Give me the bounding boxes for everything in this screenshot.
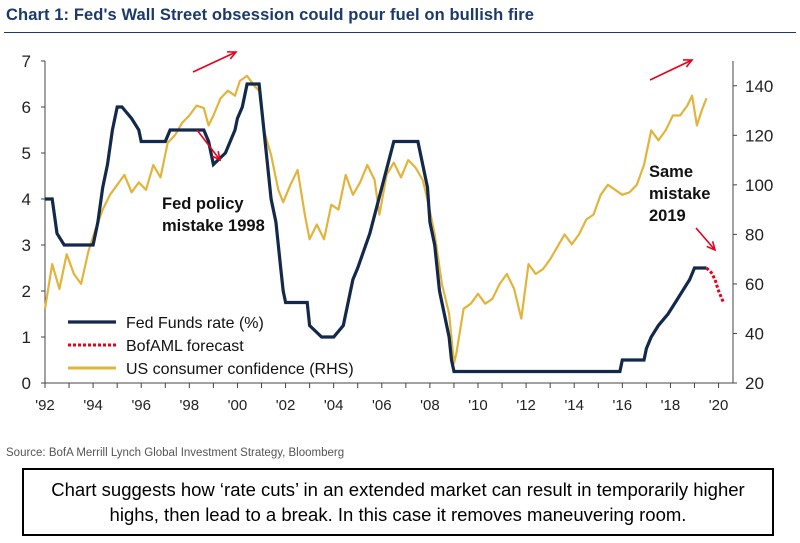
annotation-same-mistake-line2: mistake xyxy=(649,185,710,203)
legend-label: BofAML forecast xyxy=(126,338,244,355)
y-tick-label-right: 140 xyxy=(745,77,773,96)
x-tick-label: '12 xyxy=(516,397,536,414)
title-divider xyxy=(4,32,796,33)
bofaml-forecast-line xyxy=(705,266,725,304)
legend-label: US consumer confidence (RHS) xyxy=(126,361,354,378)
x-tick-label: '98 xyxy=(180,397,200,414)
x-tick-label: '92 xyxy=(35,397,55,414)
x-tick-label: '02 xyxy=(276,397,296,414)
fed-funds-line xyxy=(45,82,707,374)
x-tick-label: '00 xyxy=(228,397,248,414)
chart-legend: Fed Funds rate (%) BofAML forecast US cons… xyxy=(68,315,354,378)
down-arrow-1998 xyxy=(196,129,222,162)
chart-title: Chart 1: Fed's Wall Street obsession cou… xyxy=(6,6,535,24)
x-tick-label: '16 xyxy=(613,397,633,414)
annotation-fed-policy-line2: mistake 1998 xyxy=(162,217,265,235)
down-arrow-2019 xyxy=(695,227,717,252)
y-tick-label-left: 0 xyxy=(22,374,31,393)
x-tick-label: '94 xyxy=(83,397,103,414)
y-tick-label-left: 5 xyxy=(22,144,31,163)
chart: 0 1 2 3 4 5 6 7 20 40 60 80 100 120 140 '92 '94 '96 '98 '00… xyxy=(22,51,774,414)
source-note: Source: BofA Merrill Lynch Global Invest… xyxy=(6,447,345,459)
x-tick-label: '96 xyxy=(131,397,151,414)
arrow-head xyxy=(706,241,717,252)
y-tick-label-right: 120 xyxy=(745,126,773,145)
commentary-text: Chart suggests how ‘rate cuts’ in an ext… xyxy=(51,479,745,525)
y-tick-label-left: 6 xyxy=(22,98,31,117)
arrow-head xyxy=(682,59,694,68)
commentary-box: Chart suggests how ‘rate cuts’ in an ext… xyxy=(22,468,774,536)
legend-label: Fed Funds rate (%) xyxy=(126,315,264,332)
y-tick-label-left: 2 xyxy=(22,282,31,301)
x-tick-label: '08 xyxy=(420,397,440,414)
y-tick-label-left: 7 xyxy=(22,52,31,71)
x-tick-label: '10 xyxy=(468,397,488,414)
x-tick-label: '18 xyxy=(661,397,681,414)
up-arrow-2019 xyxy=(649,59,694,81)
annotation-same-mistake-line1: Same xyxy=(649,163,693,181)
arrow-shaft xyxy=(192,51,237,73)
y-tick-label-right: 60 xyxy=(745,275,764,294)
y-tick-label-right: 80 xyxy=(745,225,764,244)
y-tick-label-right: 40 xyxy=(745,324,764,343)
y-tick-label-left: 4 xyxy=(22,190,31,209)
x-tick-label: '04 xyxy=(324,397,344,414)
up-arrow-1999 xyxy=(192,51,238,73)
arrow-head xyxy=(211,151,222,162)
consumer-confidence-line xyxy=(43,74,708,365)
arrow-head xyxy=(226,51,238,60)
arrow-shaft xyxy=(196,129,221,161)
arrow-shaft xyxy=(695,227,716,251)
y-tick-label-right: 20 xyxy=(745,374,764,393)
chart-axes: 0 1 2 3 4 5 6 7 20 40 60 80 100 120 140 '92 '94 '96 '98 '00… xyxy=(22,52,774,414)
x-tick-label: '14 xyxy=(564,397,584,414)
x-tick-label: '06 xyxy=(372,397,392,414)
series-layer xyxy=(43,74,725,374)
annotation-same-mistake-line3: 2019 xyxy=(649,207,686,225)
x-tick-label: '20 xyxy=(709,397,729,414)
y-tick-label-left: 3 xyxy=(22,236,31,255)
annotation-fed-policy-line1: Fed policy xyxy=(162,195,244,213)
y-tick-label-right: 100 xyxy=(745,176,773,195)
chart-annotations: Fed policy mistake 1998 Same mistake 2019 xyxy=(162,51,717,252)
arrow-shaft xyxy=(649,59,693,81)
y-tick-label-left: 1 xyxy=(22,328,31,347)
